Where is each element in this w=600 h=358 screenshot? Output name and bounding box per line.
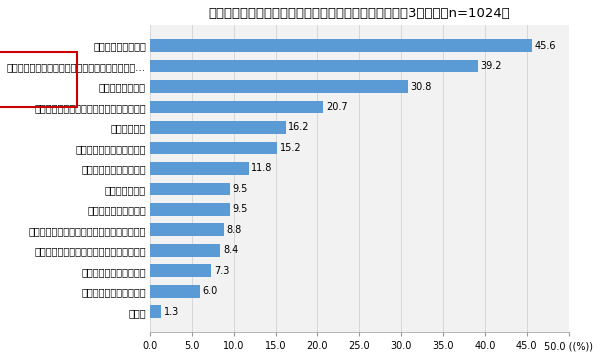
Text: 8.4: 8.4: [223, 245, 238, 255]
Bar: [150, 244, 220, 257]
Text: 20.7: 20.7: [326, 102, 347, 112]
Bar: [150, 223, 224, 236]
Bar: [150, 203, 230, 216]
Bar: [150, 60, 478, 72]
Text: 1.3: 1.3: [164, 307, 179, 317]
Text: 11.8: 11.8: [251, 163, 273, 173]
Bar: [150, 285, 200, 297]
Bar: [150, 142, 277, 154]
Text: 45.6: 45.6: [534, 40, 556, 50]
Text: 15.2: 15.2: [280, 143, 301, 153]
Text: 8.8: 8.8: [226, 225, 242, 235]
Title: 今後身体に不調が生じた場合、取り組んでみたい対策（3つ回答、n=1024）: 今後身体に不調が生じた場合、取り組んでみたい対策（3つ回答、n=1024）: [208, 7, 510, 20]
Bar: [150, 305, 161, 318]
Text: 9.5: 9.5: [232, 184, 248, 194]
Text: 30.8: 30.8: [410, 82, 432, 92]
Text: 9.5: 9.5: [232, 204, 248, 214]
Bar: [150, 183, 230, 195]
Text: 16.2: 16.2: [288, 122, 310, 132]
Text: 6.0: 6.0: [203, 286, 218, 296]
Bar: [150, 162, 249, 175]
Bar: [150, 80, 408, 93]
Bar: [150, 121, 286, 134]
Bar: [150, 39, 532, 52]
Text: 7.3: 7.3: [214, 266, 229, 276]
Bar: [150, 265, 211, 277]
Bar: [150, 101, 323, 113]
Text: 39.2: 39.2: [481, 61, 502, 71]
